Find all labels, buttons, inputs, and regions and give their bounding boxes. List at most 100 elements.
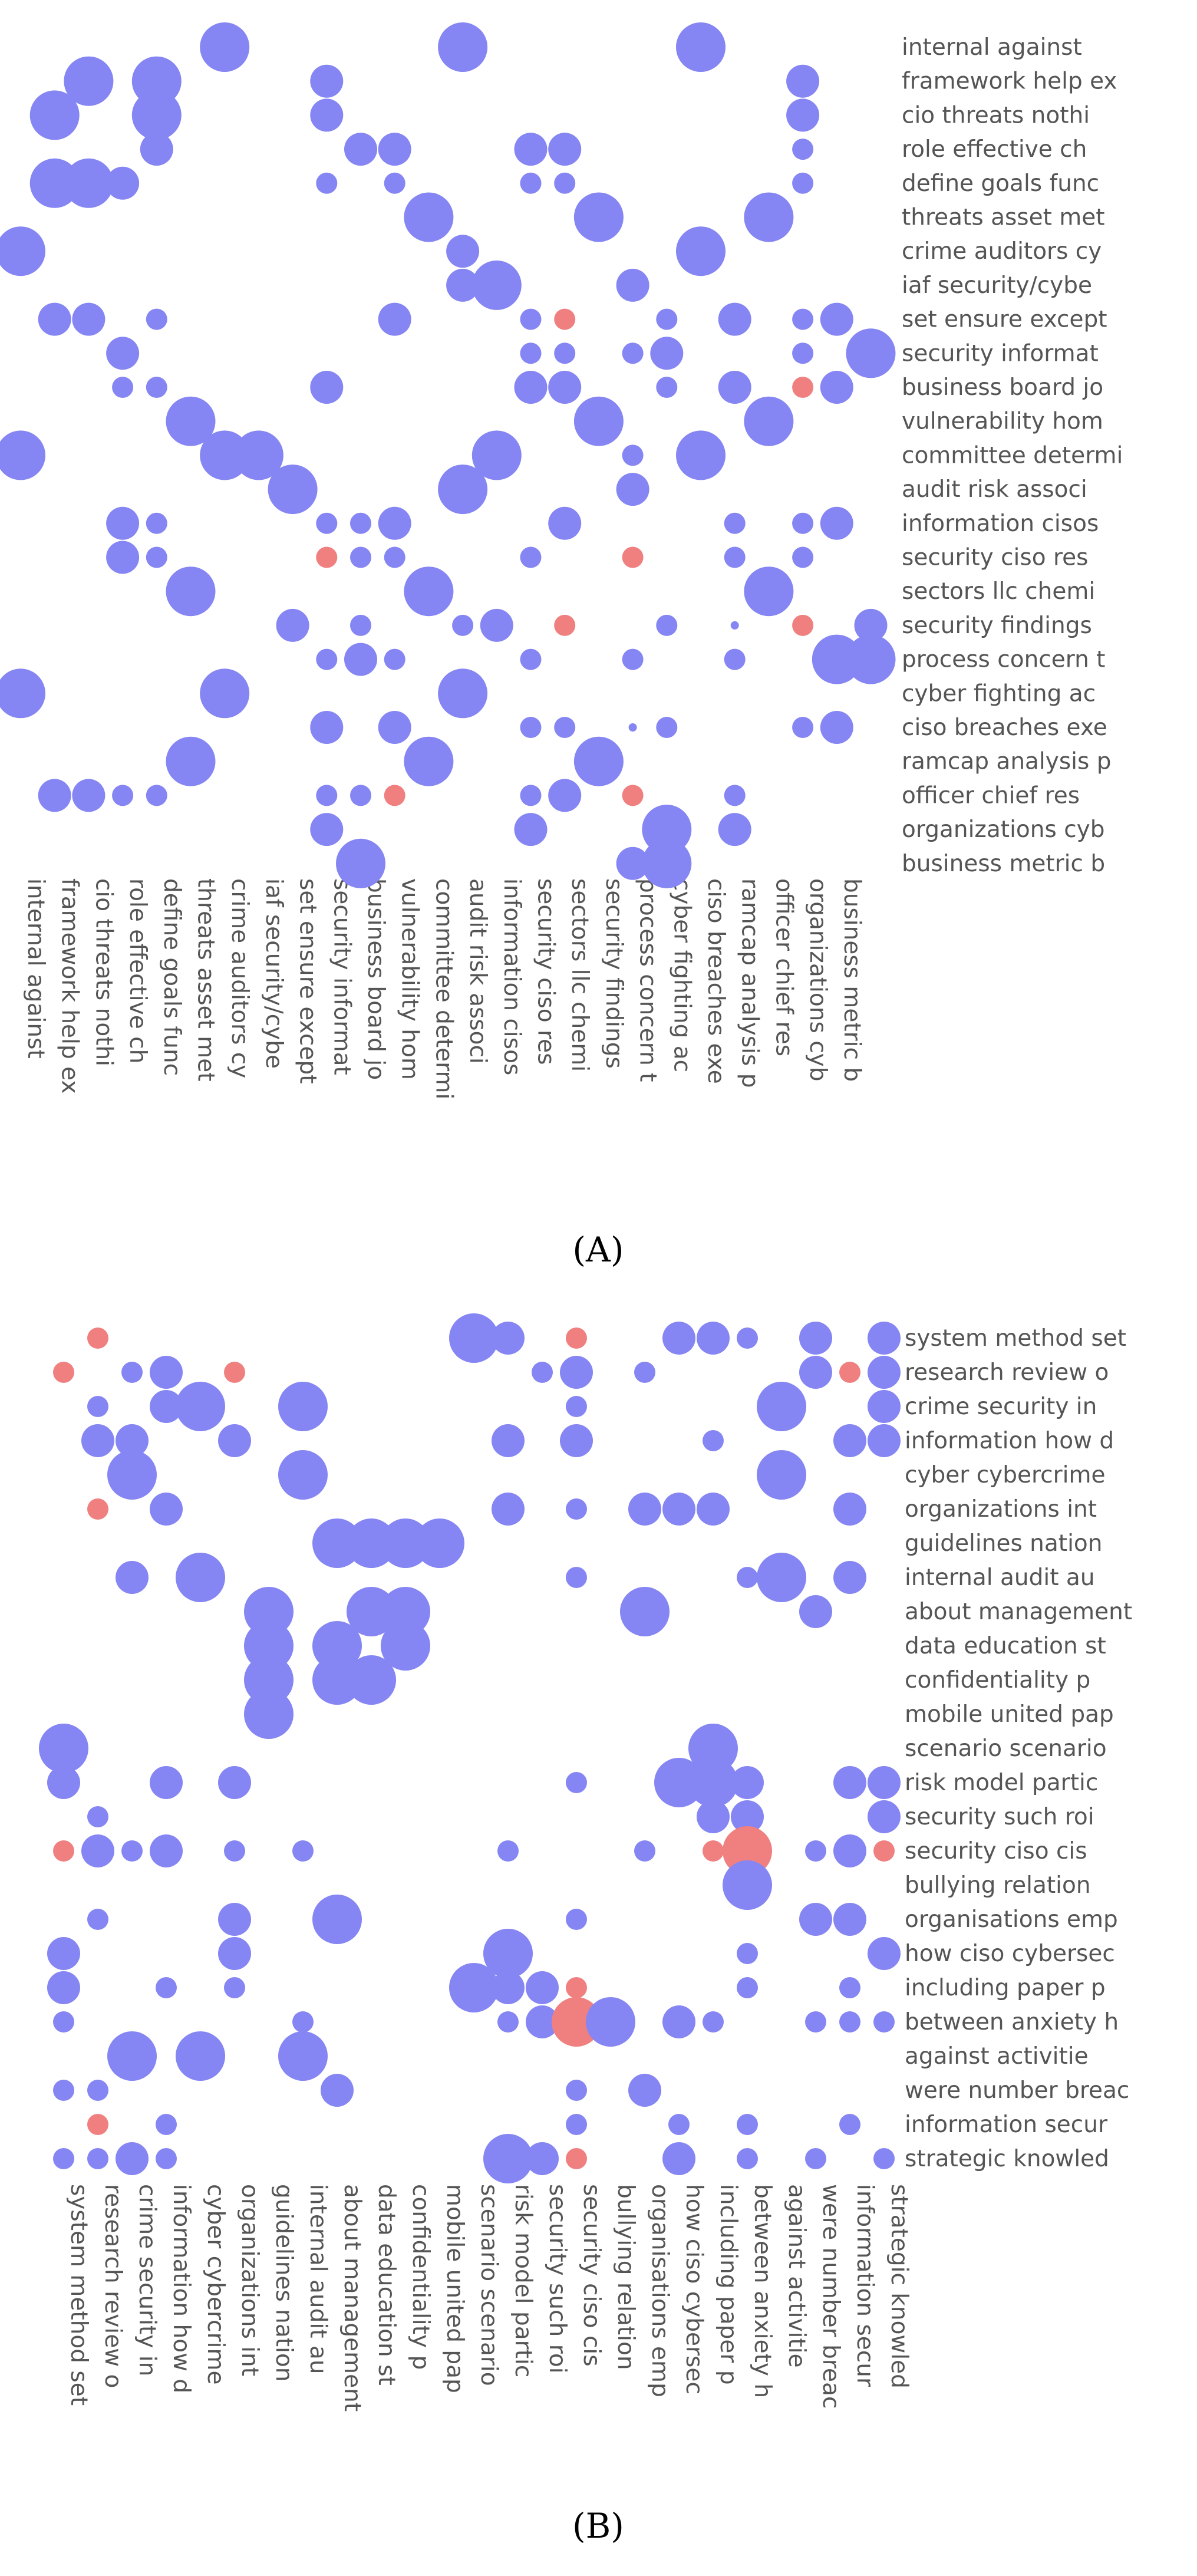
matrix-cell-circle	[53, 2148, 74, 2169]
row-label: cyber cybercrime	[905, 1462, 1105, 1488]
matrix-cell-circle	[310, 813, 344, 846]
matrix-cell-circle	[839, 1362, 860, 1383]
column-label: cio threats nothi	[90, 878, 117, 1066]
matrix-cell-circle	[278, 2031, 328, 2081]
matrix-cell-circle	[616, 846, 649, 880]
matrix-cell-circle	[526, 1971, 559, 2004]
column-label: system method set	[65, 2184, 92, 2406]
matrix-cell-circle	[805, 2148, 826, 2169]
row-label: crime security in	[905, 1394, 1097, 1420]
matrix-cell-circle	[106, 506, 140, 540]
matrix-cell-circle	[492, 1322, 525, 1355]
row-label: were number breac	[905, 2077, 1129, 2104]
matrix-cell-circle	[724, 546, 746, 568]
matrix-cell-circle	[146, 308, 167, 330]
matrix-cell-circle	[868, 1322, 901, 1355]
matrix-cell-circle	[112, 377, 134, 398]
matrix-cell-circle	[312, 1895, 362, 1944]
matrix-cell-circle	[586, 1997, 635, 2047]
matrix-cell-circle	[384, 648, 405, 670]
matrix-cell-circle	[384, 546, 405, 568]
matrix-cell-circle	[116, 1561, 149, 1594]
column-label: sectors llc chemi	[566, 878, 593, 1072]
column-label: framework help ex	[57, 878, 83, 1094]
matrix-cell-circle	[868, 1766, 901, 1799]
matrix-cell-circle	[656, 614, 678, 636]
matrix-cell-circle	[566, 2080, 587, 2101]
row-label: strategic knowled	[905, 2146, 1109, 2172]
matrix-cell-circle	[792, 342, 814, 364]
matrix-cell-circle	[347, 1587, 396, 1636]
column-label: information how d	[168, 2184, 194, 2393]
matrix-cell-circle	[554, 308, 576, 330]
matrix-cell-circle	[176, 2031, 225, 2081]
matrix-cell-circle	[146, 546, 167, 568]
matrix-cell-circle	[730, 621, 739, 630]
matrix-cell-circle	[347, 1518, 396, 1568]
matrix-cell-circle	[492, 1971, 525, 2004]
column-label: research review o	[100, 2184, 126, 2388]
matrix-cell-circle	[744, 396, 794, 446]
matrix-cell-circle	[573, 736, 624, 786]
matrix-cell-circle	[723, 1826, 772, 1876]
column-label: organisations emp	[647, 2184, 673, 2397]
matrix-cell-circle	[316, 648, 338, 670]
matrix-cell-circle	[200, 430, 250, 480]
matrix-cell-circle	[176, 1382, 225, 1431]
row-label: internal against	[902, 34, 1082, 61]
matrix-cell-circle	[0, 430, 45, 480]
matrix-cell-circle	[244, 1655, 294, 1705]
matrix-cell-circle	[156, 2114, 177, 2135]
matrix-cell-circle	[833, 1903, 866, 1936]
matrix-cell-circle	[634, 1362, 655, 1383]
matrix-cell-circle	[628, 1493, 661, 1526]
row-label: between anxiety h	[905, 2009, 1119, 2035]
matrix-cell-circle	[316, 546, 338, 568]
matrix-cell-circle	[723, 1860, 772, 1910]
matrix-cell-circle	[792, 546, 814, 568]
row-label: security ciso cis	[905, 1838, 1087, 1865]
matrix-cell-circle	[47, 1937, 80, 1970]
row-label: research review o	[905, 1359, 1109, 1386]
row-label: information how d	[905, 1428, 1114, 1454]
matrix-cell-circle	[854, 608, 888, 642]
matrix-cell-circle	[668, 2114, 690, 2135]
matrix-cell-circle	[347, 1655, 396, 1705]
column-label: committee determi	[430, 878, 457, 1099]
column-label: guidelines nation	[271, 2184, 297, 2381]
matrix-cell-circle	[792, 717, 814, 738]
matrix-cell-circle	[820, 506, 853, 540]
matrix-cell-circle	[381, 1587, 430, 1636]
matrix-cell-circle	[833, 1561, 866, 1594]
matrix-cell-circle	[792, 139, 814, 160]
column-label: role effective ch	[124, 878, 151, 1063]
matrix-cell-circle	[53, 1362, 74, 1383]
column-label: mobile united pap	[441, 2184, 468, 2393]
matrix-cell-circle	[64, 158, 114, 208]
matrix-cell-circle	[87, 1909, 108, 1930]
matrix-cell-circle	[566, 1396, 587, 1417]
matrix-cell-circle	[140, 133, 173, 166]
row-label: cyber fighting ac	[902, 680, 1096, 707]
matrix-cell-circle	[29, 90, 80, 140]
matrix-cell-circle	[628, 2074, 661, 2107]
matrix-cell-circle	[786, 64, 820, 98]
matrix-cell-circle	[676, 226, 726, 276]
matrix-cell-circle	[146, 377, 167, 398]
matrix-cell-circle	[799, 1903, 832, 1936]
matrix-cell-circle	[404, 736, 454, 786]
matrix-cell-circle	[378, 506, 411, 540]
column-label: audit risk associ	[464, 878, 491, 1064]
matrix-cell-circle	[634, 1840, 655, 1862]
matrix-cell-circle	[316, 512, 338, 534]
matrix-cell-circle	[146, 512, 167, 534]
matrix-cell-circle	[166, 566, 216, 617]
matrix-cell-circle	[622, 546, 644, 568]
matrix-cell-circle	[438, 465, 488, 515]
matrix-cell-circle	[233, 430, 283, 480]
matrix-cell-circle	[350, 614, 371, 636]
matrix-cell-circle	[218, 1424, 251, 1457]
matrix-cell-circle	[312, 1655, 362, 1705]
matrix-cell-circle	[131, 56, 182, 106]
matrix-cell-circle	[526, 2142, 559, 2175]
